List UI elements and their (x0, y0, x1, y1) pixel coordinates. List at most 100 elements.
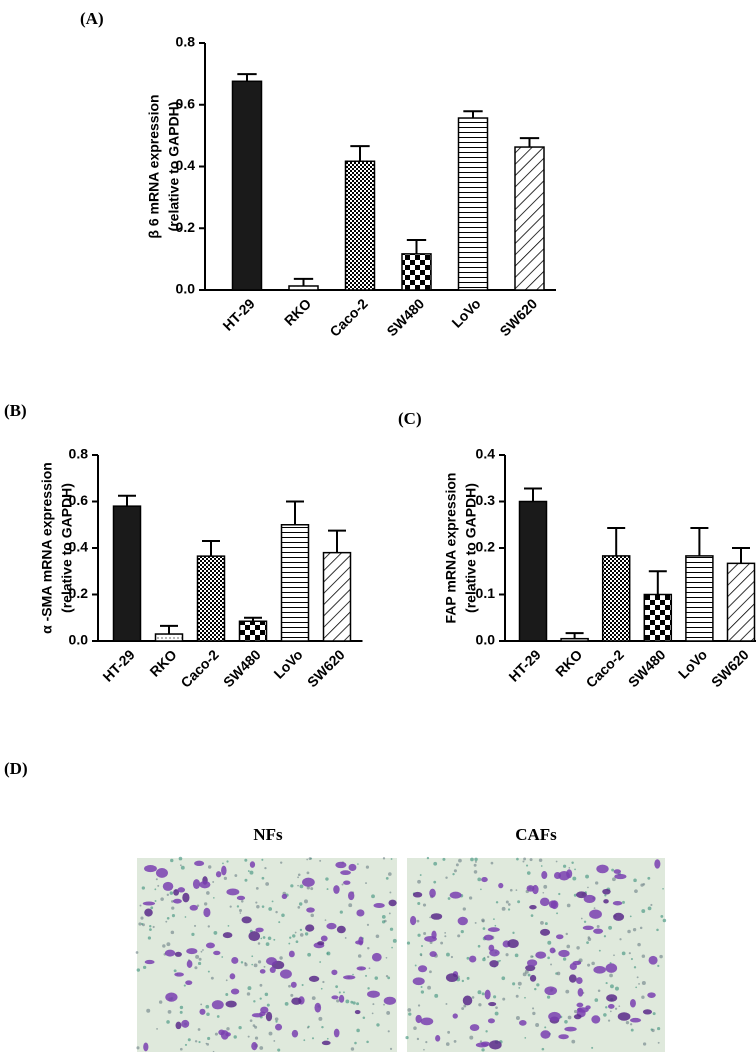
speck (226, 1027, 230, 1031)
x-tick-label: Caco-2 (583, 646, 627, 690)
speck (555, 860, 558, 863)
speck (281, 913, 285, 918)
bar (196, 555, 226, 642)
speck (629, 1023, 633, 1026)
cell (155, 868, 168, 878)
speck (335, 985, 339, 989)
speck (633, 966, 637, 969)
speck (482, 927, 486, 930)
speck (598, 949, 601, 952)
speck (487, 955, 490, 959)
speck (297, 906, 301, 909)
speck (530, 955, 533, 958)
speck (481, 992, 485, 996)
speck (194, 966, 198, 970)
speck (657, 964, 660, 967)
speck (605, 1006, 608, 1009)
x-tick-label: SW620 (496, 295, 540, 339)
panel-label: (D) (4, 759, 28, 778)
cell (142, 901, 156, 906)
speck (662, 887, 664, 890)
speck (495, 901, 499, 904)
cell (602, 888, 611, 895)
cell (457, 916, 468, 926)
cell (445, 973, 458, 983)
y-tick-label: 0.1 (476, 585, 496, 601)
cell (481, 877, 488, 883)
speck (427, 985, 431, 990)
speck (229, 905, 232, 908)
speck (154, 900, 157, 903)
speck (388, 912, 391, 915)
speck (338, 991, 341, 994)
speck (564, 1019, 568, 1024)
speck (264, 866, 267, 870)
cell (591, 1015, 601, 1024)
x-tick-label: LoVo (448, 295, 483, 330)
speck (326, 1037, 329, 1040)
cell (558, 949, 570, 958)
speck (420, 986, 423, 989)
cell (162, 881, 174, 891)
speck (609, 984, 614, 989)
speck (352, 973, 354, 976)
cell (596, 864, 609, 874)
bar (726, 562, 756, 642)
cell (225, 1032, 231, 1037)
cell (629, 1017, 642, 1023)
speck (187, 1038, 191, 1042)
cell (373, 902, 385, 908)
speck (420, 990, 425, 994)
cell (255, 927, 264, 933)
micrograph (135, 856, 397, 1052)
cell (526, 885, 535, 892)
cell (605, 963, 618, 973)
speck (195, 954, 200, 959)
speck (522, 972, 527, 977)
cell (288, 950, 295, 958)
speck (408, 1012, 412, 1016)
speck (567, 1015, 572, 1020)
cell (338, 994, 345, 1003)
speck (619, 938, 622, 941)
cell (251, 1042, 258, 1051)
speck (647, 906, 652, 911)
y-tick-label: 0.2 (176, 219, 196, 235)
cell (548, 1011, 561, 1022)
panel-label: (B) (4, 401, 27, 420)
speck (179, 1005, 184, 1010)
cell (335, 861, 347, 869)
speck (158, 1000, 163, 1004)
speck (652, 1012, 656, 1016)
speck (591, 961, 595, 966)
speck (279, 956, 283, 960)
speck (659, 954, 663, 959)
cell (488, 944, 495, 952)
speck (179, 1010, 183, 1014)
cell (424, 935, 437, 942)
speck (499, 959, 501, 962)
speck (593, 907, 596, 910)
speck (390, 858, 393, 860)
speck (271, 900, 274, 903)
speck (277, 1048, 281, 1052)
speck (226, 860, 229, 863)
cell (576, 891, 587, 899)
cell (435, 1035, 441, 1042)
cell (483, 934, 494, 941)
speck (632, 927, 637, 932)
speck (385, 876, 389, 880)
bar (238, 620, 268, 642)
speck (466, 976, 470, 980)
cell (614, 873, 627, 880)
cell (607, 1003, 615, 1009)
speck (152, 925, 155, 929)
speck (391, 946, 393, 949)
cell (305, 924, 315, 932)
cell (593, 928, 604, 934)
speck (227, 925, 230, 927)
speck (647, 876, 651, 880)
speck (422, 903, 427, 907)
speck (322, 980, 325, 984)
